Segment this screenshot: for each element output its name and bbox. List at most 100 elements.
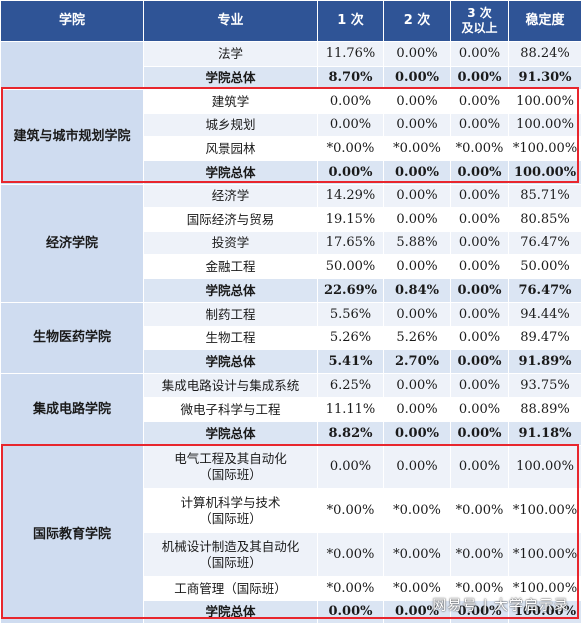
value-3-plus: 0.00% [451, 90, 509, 114]
value-3-plus: *0.00% [451, 533, 509, 577]
value-3-plus: 0.00% [451, 279, 509, 303]
major-name: 经济学 [144, 185, 318, 208]
value-1-time: *0.00% [318, 137, 384, 161]
value-2-times: *0.00% [384, 489, 451, 533]
value-2-times: 5.88% [384, 232, 451, 255]
college-name: 生物医药学院 [1, 303, 144, 374]
college-total-label: 学院总体 [144, 161, 318, 185]
value-2-times: 0.00% [384, 446, 451, 489]
value-1-time: 6.25% [318, 374, 384, 398]
major-name: 生物工程 [144, 327, 318, 350]
value-1-time: 5.56% [318, 303, 384, 327]
major-name: 工商管理（国际班） [144, 577, 318, 601]
value-stability: 88.89% [509, 398, 581, 422]
major-name: 投资学 [144, 232, 318, 255]
value-3-plus: 0.00% [451, 350, 509, 374]
value-stability: 80.85% [509, 208, 581, 232]
college-name: 经济学院 [1, 185, 144, 303]
value-3-plus: 0.00% [451, 327, 509, 350]
value-3-plus: *0.00% [451, 137, 509, 161]
major-name: 法学 [144, 42, 318, 67]
value-3-plus: 0.00% [451, 67, 509, 90]
value-1-time: 17.65% [318, 232, 384, 255]
value-2-times: 0.00% [384, 374, 451, 398]
value-3-plus: *0.00% [451, 489, 509, 533]
value-3-plus: 0.00% [451, 232, 509, 255]
value-2-times: *0.00% [384, 533, 451, 577]
college-total-label: 学院总体 [144, 422, 318, 446]
major-name-line2: （国际班） [144, 555, 317, 571]
watermark: 网易号 | 大学启示录 [432, 595, 569, 615]
college-total-label: 学院总体 [144, 601, 318, 624]
major-name: 金融工程 [144, 255, 318, 279]
major-name: 微电子科学与工程 [144, 398, 318, 422]
header-3-plus: 3 次 及以上 [451, 1, 509, 42]
value-stability: 89.47% [509, 327, 581, 350]
value-3-plus: 0.00% [451, 185, 509, 208]
value-2-times: 0.00% [384, 42, 451, 67]
major-name-line1: 计算机科学与技术 [144, 495, 317, 511]
value-stability: 100.00% [509, 161, 581, 185]
header-2-times: 2 次 [384, 1, 451, 42]
major-name-line1: 机械设计制造及其自动化 [144, 539, 317, 555]
value-1-time: 14.29% [318, 185, 384, 208]
value-1-time: 8.70% [318, 67, 384, 90]
value-3-plus: 0.00% [451, 42, 509, 67]
value-1-time: 0.00% [318, 114, 384, 137]
major-name-line2: （国际班） [144, 511, 317, 527]
table-row: 国际教育学院电气工程及其自动化（国际班）0.00%0.00%0.00%100.0… [1, 446, 581, 489]
major-name: 制药工程 [144, 303, 318, 327]
value-stability: 76.47% [509, 279, 581, 303]
major-name: 城乡规划 [144, 114, 318, 137]
header-major: 专业 [144, 1, 318, 42]
value-stability: *100.00% [509, 533, 581, 577]
value-stability: *100.00% [509, 489, 581, 533]
value-1-time: 19.15% [318, 208, 384, 232]
value-stability: 50.00% [509, 255, 581, 279]
value-3-plus: 0.00% [451, 446, 509, 489]
value-2-times: 0.00% [384, 208, 451, 232]
value-2-times: 0.00% [384, 255, 451, 279]
major-name: 集成电路设计与集成系统 [144, 374, 318, 398]
college-total-label: 学院总体 [144, 350, 318, 374]
value-stability: 93.75% [509, 374, 581, 398]
college-total-label: 学院总体 [144, 67, 318, 90]
value-1-time: 8.82% [318, 422, 384, 446]
value-3-plus: 0.00% [451, 422, 509, 446]
major-name: 风景园林 [144, 137, 318, 161]
value-2-times: 0.00% [384, 67, 451, 90]
value-stability: *100.00% [509, 137, 581, 161]
value-stability: 91.30% [509, 67, 581, 90]
value-1-time: 0.00% [318, 161, 384, 185]
value-2-times: 0.84% [384, 279, 451, 303]
value-2-times: 0.00% [384, 90, 451, 114]
major-name: 计算机科学与技术（国际班） [144, 489, 318, 533]
college-name: 国际教育学院 [1, 446, 144, 624]
header-3-plus-line1: 3 次 [451, 6, 508, 21]
value-stability: 94.44% [509, 303, 581, 327]
value-1-time: 0.00% [318, 446, 384, 489]
value-stability: 100.00% [509, 114, 581, 137]
value-2-times: 0.00% [384, 185, 451, 208]
value-3-plus: 0.00% [451, 303, 509, 327]
value-3-plus: 0.00% [451, 374, 509, 398]
value-stability: 91.18% [509, 422, 581, 446]
value-3-plus: 0.00% [451, 208, 509, 232]
value-stability: 100.00% [509, 446, 581, 489]
major-name-line1: 电气工程及其自动化 [144, 451, 317, 467]
value-2-times: 5.26% [384, 327, 451, 350]
value-2-times: 0.00% [384, 398, 451, 422]
value-1-time: 11.76% [318, 42, 384, 67]
header-stability: 稳定度 [509, 1, 581, 42]
value-stability: 85.71% [509, 185, 581, 208]
major-name: 机械设计制造及其自动化（国际班） [144, 533, 318, 577]
value-1-time: 50.00% [318, 255, 384, 279]
major-name-line2: （国际班） [144, 467, 317, 483]
college-total-label: 学院总体 [144, 279, 318, 303]
